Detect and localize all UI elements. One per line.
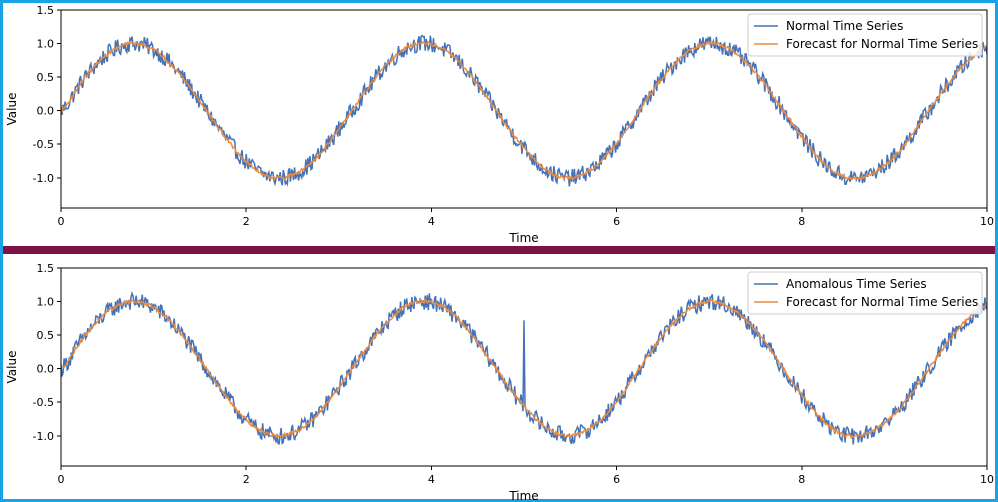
y-tick-label: 1.5 <box>37 262 55 275</box>
y-tick-label: 0.5 <box>37 71 55 84</box>
y-tick-label: -0.5 <box>33 138 54 151</box>
y-tick-label: 1.5 <box>37 4 55 17</box>
x-tick-label: 0 <box>58 473 65 486</box>
x-tick-label: 6 <box>613 473 620 486</box>
panel-divider <box>3 246 995 254</box>
x-tick-label: 8 <box>798 215 805 228</box>
x-tick-label: 10 <box>980 473 994 486</box>
plot-area-frame <box>60 267 988 467</box>
legend: Anomalous Time Series Forecast for Normal… <box>747 271 983 315</box>
x-tick-label: 8 <box>798 473 805 486</box>
series-line-forecast <box>61 40 987 181</box>
y-tick-label: 0.0 <box>37 363 55 376</box>
x-tick-label: 2 <box>243 473 250 486</box>
legend-label: Forecast for Normal Time Series <box>786 295 978 309</box>
plot-area-frame <box>60 9 988 209</box>
x-tick-label: 10 <box>980 215 994 228</box>
legend-label: Forecast for Normal Time Series <box>786 37 978 51</box>
series-line-forecast <box>61 298 987 440</box>
y-tick-label: -1.0 <box>33 430 54 443</box>
legend-label: Anomalous Time Series <box>786 277 927 291</box>
x-tick-label: 4 <box>428 215 435 228</box>
x-tick-label: 0 <box>58 215 65 228</box>
x-axis-title: Time <box>508 231 538 245</box>
chart-normal-time-series: 0 2 4 6 8 10 1.5 1.0 0.5 0.0 -0.5 -1.0 Time Value Norm… <box>5 4 994 245</box>
x-axis-title: Time <box>508 489 538 502</box>
y-tick-label: -0.5 <box>33 396 54 409</box>
series-line-observed <box>61 290 987 445</box>
y-tick-label: 1.0 <box>37 38 55 51</box>
y-axis-title: Value <box>5 351 19 384</box>
legend: Normal Time Series Forecast for Normal Ti… <box>747 13 983 57</box>
y-axis-title: Value <box>5 93 19 126</box>
y-tick-label: 1.0 <box>37 296 55 309</box>
y-tick-label: 0.0 <box>37 105 55 118</box>
legend-label: Normal Time Series <box>786 19 903 33</box>
y-tick-label: -1.0 <box>33 172 54 185</box>
x-tick-label: 4 <box>428 473 435 486</box>
x-tick-label: 6 <box>613 215 620 228</box>
chart-anomalous-time-series: 0 2 4 6 8 10 1.5 1.0 0.5 0.0 -0.5 -1.0 Time Value Anom… <box>5 262 994 502</box>
series-line-observed <box>61 34 987 187</box>
x-tick-label: 2 <box>243 215 250 228</box>
y-tick-label: 0.5 <box>37 329 55 342</box>
